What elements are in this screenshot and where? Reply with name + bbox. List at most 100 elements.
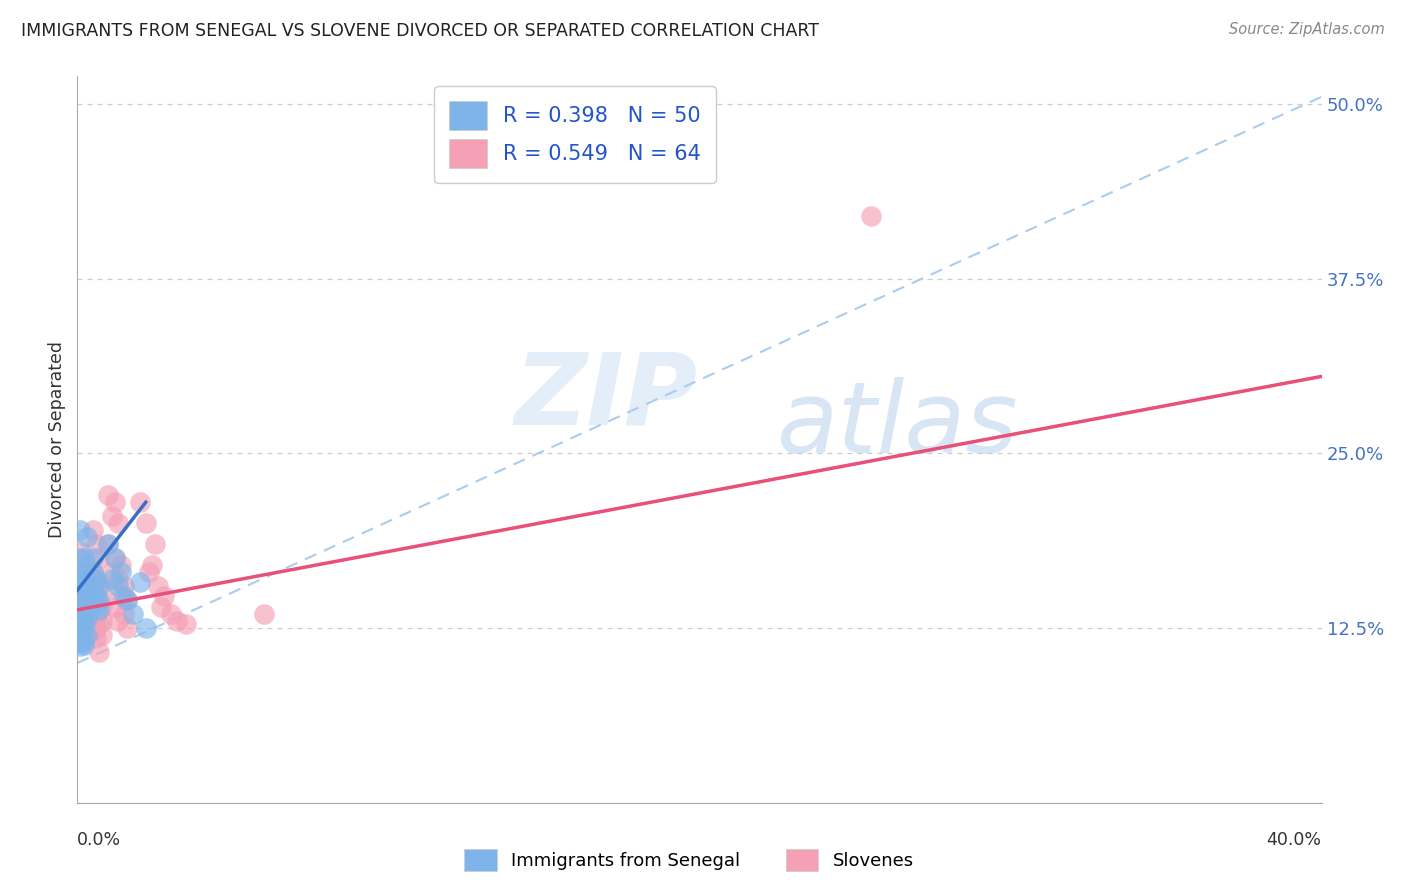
Point (84, 611, 107, 625)
Point (91, 586, 114, 600)
Point (100, 509, 122, 524)
Point (69, 572, 91, 586)
Point (69, 574, 91, 589)
Point (104, 600, 127, 615)
Point (100, 565, 122, 579)
Point (112, 607, 135, 621)
Point (97, 537, 120, 551)
Point (87, 603, 110, 617)
Point (84, 589, 107, 603)
Point (107, 579, 129, 593)
Point (104, 551, 127, 566)
Point (122, 607, 145, 621)
Point (82, 589, 104, 603)
Point (128, 574, 150, 589)
Text: Source: ZipAtlas.com: Source: ZipAtlas.com (1229, 22, 1385, 37)
Point (148, 579, 170, 593)
Point (87, 645, 110, 659)
Point (72, 579, 94, 593)
Point (82, 523, 104, 537)
Point (69, 610, 91, 624)
Text: 0.0%: 0.0% (77, 831, 121, 849)
Point (69, 603, 91, 617)
Point (72, 600, 94, 615)
Point (76, 611, 98, 625)
Point (91, 600, 114, 615)
Text: ZIP: ZIP (515, 349, 697, 446)
Point (87, 551, 110, 566)
Point (104, 495, 127, 509)
Point (159, 607, 181, 621)
Point (72, 607, 94, 621)
Text: IMMIGRANTS FROM SENEGAL VS SLOVENE DIVORCED OR SEPARATED CORRELATION CHART: IMMIGRANTS FROM SENEGAL VS SLOVENE DIVOR… (21, 22, 820, 40)
Point (82, 565, 104, 579)
Point (72, 572, 94, 586)
Point (107, 516, 129, 531)
Point (76, 616, 98, 631)
Point (72, 638, 94, 652)
Point (84, 600, 107, 615)
Point (112, 579, 135, 593)
Point (72, 621, 94, 635)
Point (128, 495, 150, 509)
Point (84, 621, 107, 635)
Point (107, 614, 129, 628)
Point (84, 572, 107, 586)
Point (72, 565, 94, 579)
Point (72, 586, 94, 600)
Point (859, 209, 882, 223)
Point (97, 488, 120, 502)
Point (69, 635, 91, 649)
Point (69, 624, 91, 638)
Point (91, 614, 114, 628)
Point (72, 551, 94, 566)
Point (72, 565, 94, 579)
Point (69, 631, 91, 645)
Point (87, 579, 110, 593)
Point (69, 582, 91, 596)
Point (91, 628, 114, 642)
Text: 40.0%: 40.0% (1267, 831, 1322, 849)
Point (82, 551, 104, 566)
Point (135, 621, 157, 635)
Point (72, 610, 94, 624)
Point (115, 593, 138, 607)
Point (76, 628, 98, 642)
Point (110, 589, 132, 603)
Point (69, 569, 91, 583)
Legend: R = 0.398   N = 50, R = 0.549   N = 64: R = 0.398 N = 50, R = 0.549 N = 64 (434, 87, 716, 183)
Point (72, 596, 94, 610)
Point (69, 523, 91, 537)
Point (69, 639, 91, 653)
Point (82, 607, 104, 621)
Point (76, 597, 98, 611)
Point (87, 603, 110, 617)
Point (87, 579, 110, 593)
Point (69, 551, 91, 566)
Y-axis label: Divorced or Separated: Divorced or Separated (48, 341, 66, 538)
Point (82, 565, 104, 579)
Point (82, 624, 104, 638)
Point (115, 621, 138, 635)
Point (150, 600, 173, 615)
Point (87, 593, 110, 607)
Point (143, 537, 166, 551)
Point (141, 558, 163, 573)
Point (153, 589, 176, 603)
Point (115, 593, 138, 607)
Point (76, 607, 98, 621)
Point (253, 607, 276, 621)
Point (100, 572, 122, 586)
Point (72, 589, 94, 603)
Point (76, 530, 98, 544)
Point (82, 596, 104, 610)
Point (76, 579, 98, 593)
Point (97, 537, 120, 551)
Point (69, 591, 91, 605)
Point (69, 603, 91, 617)
Point (104, 551, 127, 566)
Point (110, 558, 132, 573)
Point (69, 618, 91, 632)
Point (72, 633, 94, 648)
Point (72, 579, 94, 593)
